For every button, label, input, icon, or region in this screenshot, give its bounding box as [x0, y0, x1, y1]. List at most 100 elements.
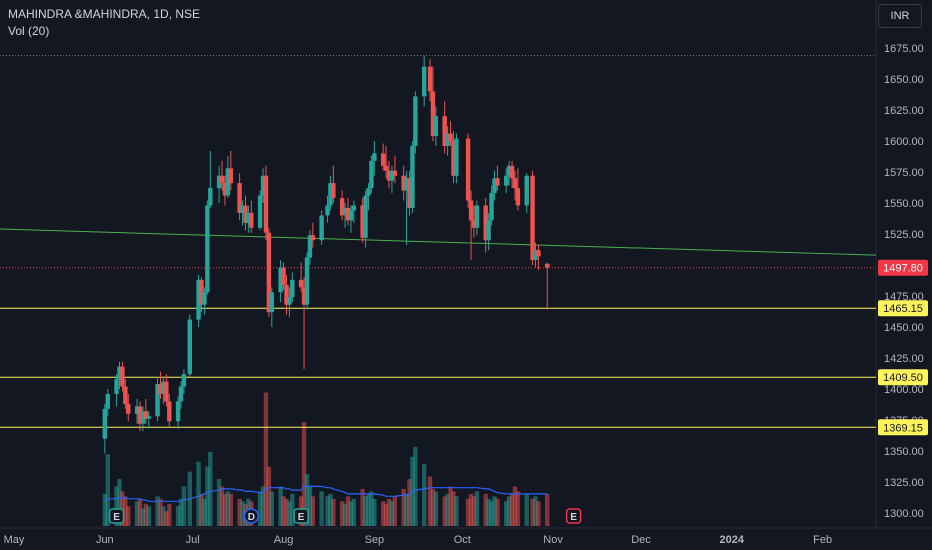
candle-body: [392, 170, 398, 176]
candle-body: [410, 145, 415, 208]
volume-bar: [134, 501, 140, 526]
candle-body: [263, 175, 269, 233]
volume-bar: [105, 454, 110, 526]
volume-bar: [290, 493, 295, 526]
support-level-tag: [878, 369, 928, 386]
candle-body: [208, 188, 213, 206]
candle-body: [155, 384, 160, 417]
volume-bar: [454, 496, 459, 526]
volume-indicator-label: Vol (20): [8, 24, 50, 38]
candle-body: [369, 160, 374, 189]
volume-bar: [228, 493, 234, 526]
candle-body: [389, 170, 395, 181]
volume-bar: [287, 501, 292, 526]
volume-bar: [404, 493, 409, 526]
volume-bar: [389, 501, 395, 526]
symbol-title: MAHINDRA &MAHINDRA, 1D, NSE: [8, 7, 201, 21]
volume-ma-line: [104, 485, 548, 502]
volume-bar: [442, 496, 447, 526]
candle-body: [175, 401, 181, 422]
y-tick-label: 1650.00: [884, 74, 924, 86]
volume-bar: [219, 486, 225, 526]
candle-body: [442, 116, 447, 146]
candle-body: [228, 168, 234, 184]
x-tick-label: Dec: [631, 534, 651, 546]
candle-body: [342, 207, 348, 216]
volume-bar: [240, 501, 245, 526]
event-marker-label: E: [298, 512, 305, 523]
volume-bar: [178, 498, 184, 526]
candle-body: [495, 178, 500, 186]
volume-bar: [278, 486, 283, 526]
volume-bar: [202, 498, 207, 526]
volume-bar: [339, 501, 345, 526]
volume-bar: [237, 498, 242, 526]
x-tick-label: Jul: [186, 534, 200, 546]
candle-body: [413, 96, 418, 146]
volume-bar: [102, 493, 108, 526]
volume-bar: [325, 496, 330, 526]
volume-bar: [533, 496, 538, 526]
volume-bar: [117, 479, 122, 526]
volume-bar: [263, 392, 269, 526]
volume-bar: [489, 501, 494, 526]
trend-line: [0, 228, 877, 256]
candle-body: [216, 175, 222, 189]
candle-body: [339, 198, 345, 216]
volume-bar: [509, 493, 515, 526]
candle-body: [351, 205, 357, 211]
volume-bar: [284, 498, 289, 526]
candle-body: [380, 153, 386, 166]
y-tick-label: 1675.00: [884, 43, 924, 55]
y-tick-label: 1325.00: [884, 477, 924, 489]
candle-body: [504, 175, 509, 186]
volume-bar: [369, 491, 374, 526]
candle-body: [489, 193, 494, 221]
candle-body: [249, 212, 254, 228]
y-tick-label: 1450.00: [884, 322, 924, 334]
candle-body: [483, 205, 488, 241]
candle-body: [269, 292, 275, 313]
volume-bar: [269, 491, 275, 526]
candle-body: [348, 210, 354, 221]
volume-bar: [266, 466, 272, 526]
volume-bar: [348, 501, 354, 526]
candle-body: [260, 175, 266, 196]
x-tick-label: 2024: [720, 534, 745, 546]
y-tick-label: 1300.00: [884, 508, 924, 520]
volume-bar: [445, 493, 450, 526]
volume-bar: [471, 496, 477, 526]
volume-bar: [351, 498, 357, 526]
candle-body: [205, 205, 210, 293]
x-tick-label: Feb: [813, 534, 832, 546]
candle-body: [383, 165, 389, 171]
candle-body: [454, 138, 459, 176]
currency-button[interactable]: INR: [878, 4, 922, 28]
volume-bar: [225, 491, 231, 526]
volume-bar: [205, 466, 210, 526]
x-tick-label: Oct: [454, 534, 471, 546]
volume-bar: [433, 491, 439, 526]
volume-bar: [380, 501, 386, 526]
volume-bar: [512, 486, 518, 526]
candle-body: [257, 195, 263, 228]
candle-body: [237, 183, 242, 213]
candle-body: [137, 406, 143, 424]
candle-body: [448, 133, 453, 141]
y-tick-label: 1400.00: [884, 384, 924, 396]
volume-bar: [366, 493, 371, 526]
candle-body: [360, 205, 365, 238]
volume-bar: [363, 496, 368, 526]
support-level-tag: [878, 300, 928, 317]
candle-body: [304, 257, 310, 305]
candle-body: [114, 379, 119, 394]
candle-body: [515, 188, 521, 206]
candle-body: [143, 411, 149, 419]
candle-body: [325, 205, 330, 216]
candle-body: [421, 66, 427, 97]
support-level-label: 1409.50: [883, 372, 923, 384]
candle-body: [158, 384, 163, 394]
y-tick-label: 1550.00: [884, 198, 924, 210]
